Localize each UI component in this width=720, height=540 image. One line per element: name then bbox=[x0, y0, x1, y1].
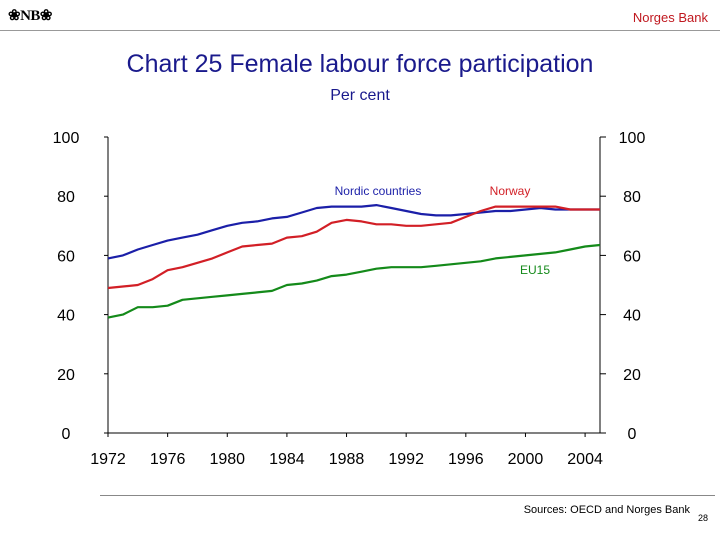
y-tick-label-left: 40 bbox=[57, 308, 75, 325]
footer-divider bbox=[100, 495, 715, 496]
series-line-norway bbox=[107, 205, 600, 290]
series-label-norway: Norway bbox=[490, 184, 531, 198]
x-tick-label: 1972 bbox=[90, 451, 126, 468]
x-tick-label: 1984 bbox=[269, 451, 305, 468]
series-line-nordic-countries bbox=[107, 204, 600, 260]
series-label-nordic-countries: Nordic countries bbox=[335, 184, 422, 198]
y-tick-label-right: 80 bbox=[623, 189, 641, 206]
chart-subtitle: Per cent bbox=[330, 87, 390, 104]
x-tick-label: 2000 bbox=[508, 451, 544, 468]
y-tick-label-right: 40 bbox=[623, 308, 641, 325]
y-tick-label-left: 100 bbox=[53, 130, 80, 147]
y-tick-label-right: 20 bbox=[623, 367, 641, 384]
y-tick-label-left: 60 bbox=[57, 248, 75, 265]
y-tick-label-left: 0 bbox=[62, 426, 71, 443]
x-tick-label: 1992 bbox=[388, 451, 424, 468]
chart-title: Chart 25 Female labour force participati… bbox=[126, 50, 594, 78]
x-tick-label: 1980 bbox=[209, 451, 245, 468]
x-tick-label: 1996 bbox=[448, 451, 484, 468]
y-tick-label-left: 80 bbox=[57, 189, 75, 206]
y-tick-label-right: 60 bbox=[623, 248, 641, 265]
page-number: 28 bbox=[697, 513, 708, 523]
x-tick-label: 1988 bbox=[329, 451, 365, 468]
y-tick-label-right: 0 bbox=[628, 426, 637, 443]
x-tick-label: 2004 bbox=[567, 451, 603, 468]
norges-bank-logo: ❀NB❀ bbox=[8, 8, 52, 24]
header-divider bbox=[0, 30, 720, 31]
series-label-eu15: EU15 bbox=[520, 263, 550, 277]
y-tick-label-right: 100 bbox=[619, 130, 646, 147]
source-note: Sources: OECD and Norges Bank bbox=[523, 504, 690, 516]
series-line-eu15 bbox=[107, 243, 601, 319]
y-tick-label-left: 20 bbox=[57, 367, 75, 384]
brand-name: Norges Bank bbox=[632, 10, 708, 25]
x-tick-label: 1976 bbox=[150, 451, 186, 468]
